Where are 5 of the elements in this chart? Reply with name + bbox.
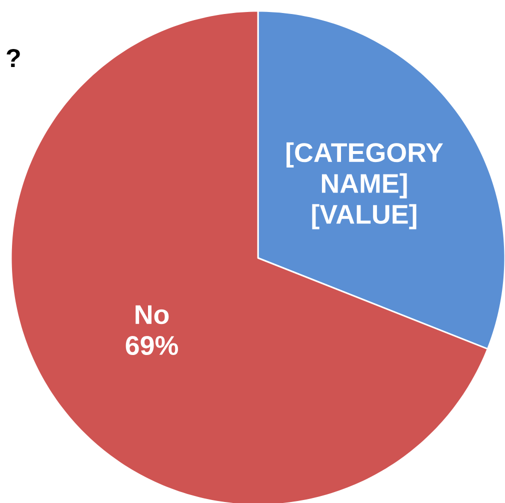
data-label: [VALUE] xyxy=(312,204,416,230)
data-label: 69% xyxy=(126,336,178,356)
text: ? xyxy=(6,48,20,68)
slice-label: [CATEGORY NAME] xyxy=(286,142,444,198)
slice-label: No xyxy=(136,305,169,324)
